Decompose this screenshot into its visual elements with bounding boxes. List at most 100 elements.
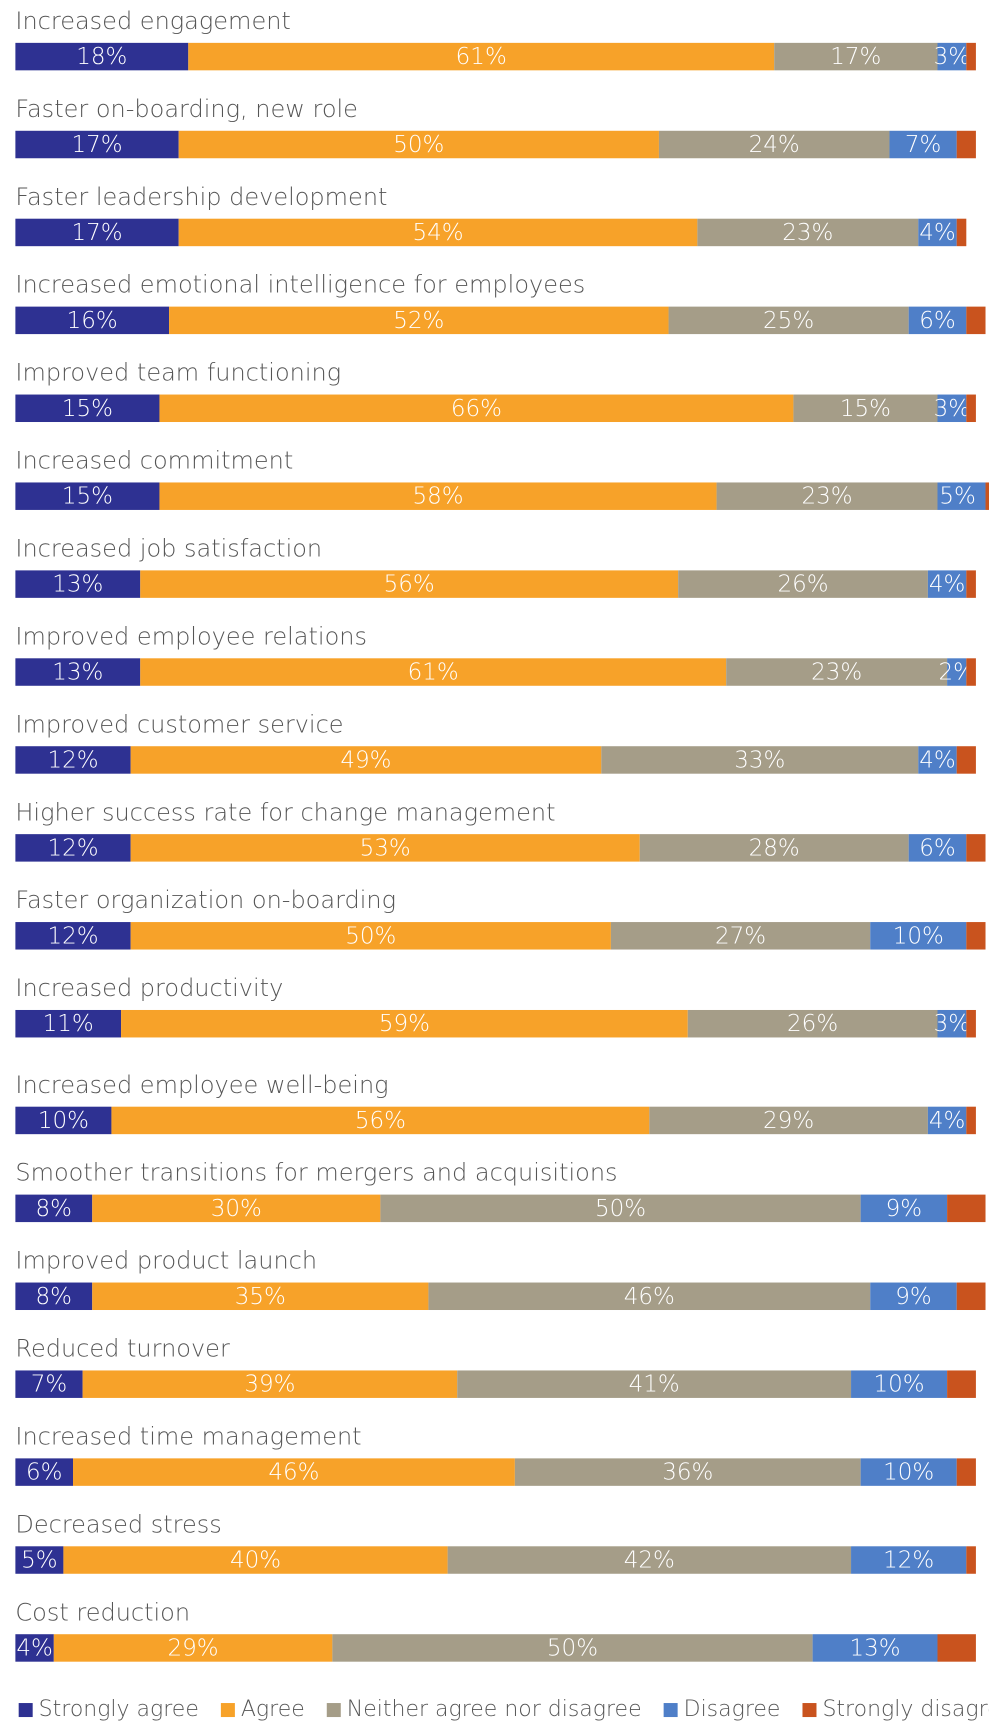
bar-segment	[860, 1194, 948, 1223]
value-label: 42%	[624, 1548, 675, 1574]
value-label: 23%	[782, 220, 833, 246]
value-label: 6%	[26, 1460, 63, 1486]
bar-segment	[53, 1634, 333, 1662]
bar-segment	[514, 1458, 861, 1486]
value-label: 35%	[235, 1284, 286, 1310]
bar-segment	[639, 834, 909, 862]
value-label: 25%	[763, 308, 814, 334]
bar-segment	[428, 1282, 871, 1311]
bar-segment	[966, 306, 986, 335]
bar-segment	[15, 218, 179, 247]
bar-segment	[793, 394, 938, 423]
bar-segment	[870, 1282, 957, 1311]
category-label: Increased commitment	[15, 447, 293, 475]
value-label: 39%	[244, 1372, 295, 1398]
bar-segment	[15, 130, 179, 159]
bar-segment	[678, 570, 928, 598]
bar-segment	[15, 1009, 122, 1038]
value-label: 17%	[830, 44, 881, 70]
bar-segment	[927, 570, 967, 598]
value-label: 23%	[811, 660, 862, 686]
value-label: 54%	[412, 220, 463, 246]
value-label: 27%	[715, 923, 766, 949]
value-label: 7%	[905, 132, 942, 158]
legend-label: Strongly agree	[39, 1697, 199, 1722]
legend-label: Agree	[241, 1697, 305, 1722]
value-label: 66%	[451, 396, 502, 422]
value-label: 9%	[895, 1284, 932, 1310]
bar-segment	[178, 218, 698, 247]
value-label: 13%	[52, 572, 103, 598]
bar-segment	[15, 482, 160, 510]
bar-segment	[457, 1370, 852, 1398]
legend-label: Strongly disagree	[822, 1697, 989, 1722]
bar-segment	[937, 42, 967, 71]
bar-segment	[82, 1370, 458, 1398]
value-label: 15%	[62, 396, 113, 422]
value-label: 15%	[62, 484, 113, 510]
bar-segment	[812, 1634, 938, 1662]
bar-segment	[966, 394, 976, 423]
value-label: 4%	[919, 747, 956, 773]
bar-segment	[947, 658, 967, 686]
category-label: Reduced turnover	[15, 1335, 230, 1363]
bar-segment	[15, 1634, 54, 1662]
bar-segment	[15, 1282, 93, 1311]
value-label: 12%	[883, 1548, 934, 1574]
value-label: 4%	[929, 1108, 966, 1134]
bar-segment	[73, 1458, 515, 1486]
category-label: Increased employee well-being	[15, 1071, 388, 1099]
value-label: 3%	[934, 44, 971, 70]
value-label: 4%	[929, 572, 966, 598]
value-label: 7%	[31, 1372, 68, 1398]
bar-segment	[956, 1282, 986, 1311]
value-label: 46%	[268, 1460, 319, 1486]
bar-segment	[332, 1634, 813, 1662]
category-label: Improved customer service	[15, 710, 343, 738]
value-label: 40%	[230, 1548, 281, 1574]
bar-segment	[851, 1546, 967, 1574]
value-label: 46%	[624, 1284, 675, 1310]
bar-segment	[966, 42, 976, 71]
value-label: 6%	[919, 308, 956, 334]
value-label: 10%	[38, 1108, 89, 1134]
bar-segment	[966, 658, 976, 686]
bar-segment	[697, 218, 919, 247]
bar-segment	[966, 834, 986, 862]
value-label: 49%	[340, 747, 391, 773]
bar-segment	[947, 1370, 976, 1398]
category-label: Increased job satisfaction	[15, 535, 322, 563]
bar-segment	[918, 218, 957, 247]
bar-segment	[851, 1370, 948, 1398]
bar-segment	[908, 306, 967, 335]
category-label: Faster leadership development	[15, 183, 387, 211]
category-label: Decreased stress	[15, 1510, 221, 1538]
value-label: 26%	[787, 1011, 838, 1037]
bar-segment	[130, 922, 611, 950]
value-label: 6%	[919, 835, 956, 861]
bar-segment	[15, 1546, 64, 1574]
legend-swatch	[802, 1703, 817, 1718]
value-label: 26%	[777, 572, 828, 598]
value-label: 59%	[379, 1011, 430, 1037]
bar-segment	[908, 834, 967, 862]
value-label: 13%	[52, 660, 103, 686]
value-label: 4%	[16, 1635, 53, 1661]
value-label: 29%	[168, 1635, 219, 1661]
value-label: 10%	[893, 923, 944, 949]
value-label: 56%	[355, 1108, 406, 1134]
bar-segment	[178, 130, 659, 159]
category-label: Increased engagement	[15, 7, 290, 35]
bar-segment	[92, 1282, 429, 1311]
bar-segment	[447, 1546, 852, 1574]
category-label: Increased productivity	[15, 974, 283, 1002]
bar-segment	[658, 130, 890, 159]
category-label: Smoother transitions for mergers and acq…	[15, 1159, 617, 1187]
value-label: 50%	[547, 1635, 598, 1661]
value-label: 41%	[629, 1372, 680, 1398]
bar-segment	[15, 1370, 83, 1398]
value-label: 61%	[456, 44, 507, 70]
category-label: Cost reduction	[15, 1598, 190, 1626]
category-label: Faster on-boarding, new role	[15, 95, 358, 123]
